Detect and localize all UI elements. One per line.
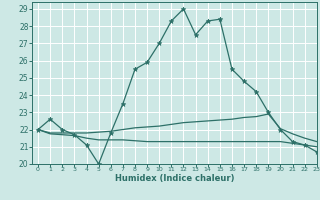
X-axis label: Humidex (Indice chaleur): Humidex (Indice chaleur) [115,174,234,183]
